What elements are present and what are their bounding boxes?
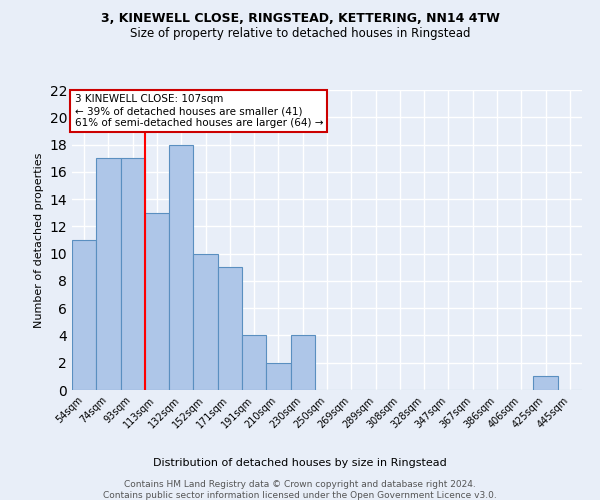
- Bar: [218, 268, 242, 390]
- Text: Contains public sector information licensed under the Open Government Licence v3: Contains public sector information licen…: [103, 491, 497, 500]
- Text: Contains HM Land Registry data © Crown copyright and database right 2024.: Contains HM Land Registry data © Crown c…: [124, 480, 476, 489]
- Bar: [121, 158, 145, 390]
- Bar: [266, 362, 290, 390]
- Bar: [290, 336, 315, 390]
- Text: Size of property relative to detached houses in Ringstead: Size of property relative to detached ho…: [130, 28, 470, 40]
- Text: Distribution of detached houses by size in Ringstead: Distribution of detached houses by size …: [153, 458, 447, 468]
- Bar: [72, 240, 96, 390]
- Bar: [533, 376, 558, 390]
- Bar: [242, 336, 266, 390]
- Bar: [169, 144, 193, 390]
- Y-axis label: Number of detached properties: Number of detached properties: [34, 152, 44, 328]
- Bar: [193, 254, 218, 390]
- Text: 3, KINEWELL CLOSE, RINGSTEAD, KETTERING, NN14 4TW: 3, KINEWELL CLOSE, RINGSTEAD, KETTERING,…: [101, 12, 499, 26]
- Bar: [145, 212, 169, 390]
- Bar: [96, 158, 121, 390]
- Text: 3 KINEWELL CLOSE: 107sqm
← 39% of detached houses are smaller (41)
61% of semi-d: 3 KINEWELL CLOSE: 107sqm ← 39% of detach…: [74, 94, 323, 128]
